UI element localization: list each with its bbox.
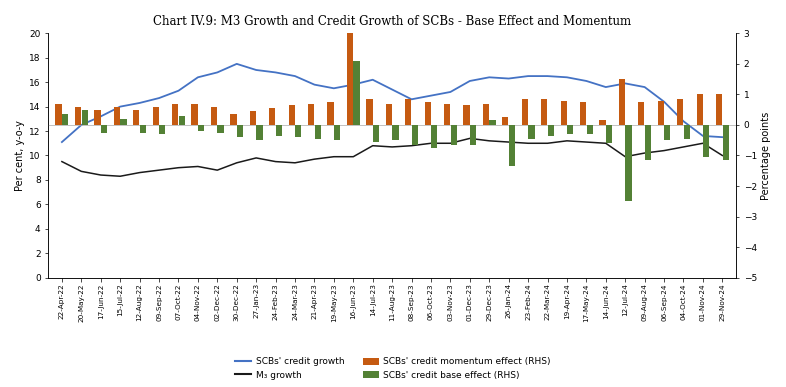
Bar (580, 102, 586, 125)
Bar (62, 114, 68, 125)
Bar (334, 125, 340, 140)
Bar (483, 104, 489, 125)
Bar (490, 120, 496, 125)
Bar (140, 125, 146, 133)
Bar (314, 125, 321, 139)
Bar (548, 125, 554, 135)
Y-axis label: Per cent, y-o-y: Per cent, y-o-y (15, 120, 25, 191)
Bar (256, 125, 263, 140)
Bar (354, 61, 360, 125)
Bar (677, 99, 683, 125)
Legend: SCBs' credit growth, M₃ growth, SCBs' credit momentum effect (RHS), SCBs' credit: SCBs' credit growth, M₃ growth, SCBs' cr… (233, 354, 553, 382)
Bar (366, 99, 373, 125)
Bar (664, 125, 670, 140)
Bar (178, 116, 185, 125)
Bar (606, 125, 612, 143)
Bar (658, 101, 664, 125)
Bar (101, 125, 107, 133)
Bar (82, 110, 88, 125)
Bar (392, 125, 399, 140)
Bar (444, 104, 450, 125)
Bar (308, 104, 314, 125)
Bar (638, 102, 645, 125)
Bar (645, 125, 651, 160)
Bar (432, 125, 437, 148)
Bar (230, 114, 237, 125)
Bar (296, 125, 301, 137)
Bar (528, 125, 534, 139)
Bar (152, 107, 159, 125)
Bar (133, 110, 139, 125)
Bar (600, 120, 605, 125)
Bar (412, 125, 418, 145)
Bar (237, 125, 243, 137)
Bar (373, 125, 379, 142)
Bar (386, 104, 392, 125)
Bar (56, 104, 62, 125)
Bar (684, 125, 690, 139)
Bar (94, 110, 101, 125)
Bar (405, 99, 411, 125)
Bar (560, 101, 567, 125)
Bar (288, 105, 295, 125)
Bar (424, 102, 431, 125)
Bar (586, 125, 593, 134)
Bar (328, 102, 333, 125)
Bar (509, 125, 515, 166)
Bar (218, 125, 224, 133)
Bar (75, 107, 81, 125)
Bar (192, 104, 198, 125)
Bar (198, 125, 204, 131)
Bar (276, 125, 282, 135)
Bar (567, 125, 573, 134)
Bar (722, 125, 729, 160)
Bar (464, 105, 469, 125)
Bar (211, 107, 217, 125)
Bar (250, 111, 256, 125)
Bar (716, 94, 722, 125)
Bar (160, 125, 165, 134)
Title: Chart IV.9: M3 Growth and Credit Growth of SCBs - Base Effect and Momentum: Chart IV.9: M3 Growth and Credit Growth … (153, 15, 631, 28)
Bar (347, 33, 353, 125)
Bar (114, 107, 120, 125)
Bar (450, 125, 457, 145)
Bar (696, 94, 703, 125)
Y-axis label: Percentage points: Percentage points (761, 111, 771, 200)
Bar (703, 125, 709, 157)
Bar (541, 99, 547, 125)
Bar (120, 119, 127, 125)
Bar (619, 79, 625, 125)
Bar (172, 104, 178, 125)
Bar (522, 99, 528, 125)
Bar (470, 125, 476, 145)
Bar (269, 108, 275, 125)
Bar (626, 125, 632, 201)
Bar (502, 117, 509, 125)
